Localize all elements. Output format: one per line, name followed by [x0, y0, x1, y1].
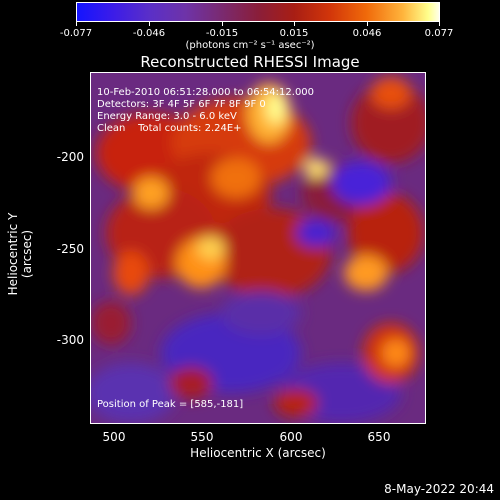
info-clean-counts: Clean Total counts: 2.24E+	[97, 123, 242, 134]
x-tick-label: 550	[190, 430, 214, 444]
rhessi-image-canvas	[91, 73, 425, 423]
info-detectors: Detectors: 3F 4F 5F 6F 7F 8F 9F 0	[97, 99, 266, 110]
colorbar-tick-label: 0.046	[352, 28, 382, 39]
plot-title: Reconstructed RHESSI Image	[140, 53, 360, 71]
y-axis-label: Heliocentric Y (arcsec)	[6, 212, 34, 296]
x-tick-label: 600	[279, 430, 303, 444]
colorbar-tick-mark	[367, 22, 368, 26]
rhessi-image: 10-Feb-2010 06:51:28.000 to 06:54:12.000…	[90, 72, 426, 424]
colorbar-tick-label: -0.046	[132, 28, 166, 39]
y-tick-label: -250	[56, 242, 84, 256]
colorbar-units: (photons cm⁻² s⁻¹ asec⁻²)	[185, 40, 315, 51]
y-tick-label: -200	[56, 150, 84, 164]
colorbar-tick-label: 0.077	[424, 28, 454, 39]
colorbar-tick-mark	[439, 22, 440, 26]
colorbar-tick-mark	[222, 22, 223, 26]
x-axis-label: Heliocentric X (arcsec)	[190, 446, 326, 460]
colorbar-tick-label: -0.077	[59, 28, 93, 39]
colorbar-tick-mark	[76, 22, 77, 26]
colorbar-tick-mark	[294, 22, 295, 26]
x-tick-label: 500	[102, 430, 126, 444]
info-peak-position: Position of Peak = [585,-181]	[97, 399, 244, 410]
colorbar-tick-label: 0.015	[279, 28, 309, 39]
colorbar-tick-label: -0.015	[205, 28, 239, 39]
info-time-range: 10-Feb-2010 06:51:28.000 to 06:54:12.000	[97, 87, 315, 98]
colorbar	[76, 2, 440, 22]
y-tick-label: -300	[56, 333, 84, 347]
emission-blobs	[91, 77, 425, 423]
date-stamp: 8-May-2022 20:44	[384, 482, 494, 496]
colorbar-tick-mark	[149, 22, 150, 26]
x-tick-label: 650	[367, 430, 391, 444]
info-energy-range: Energy Range: 3.0 - 6.0 keV	[97, 111, 237, 122]
